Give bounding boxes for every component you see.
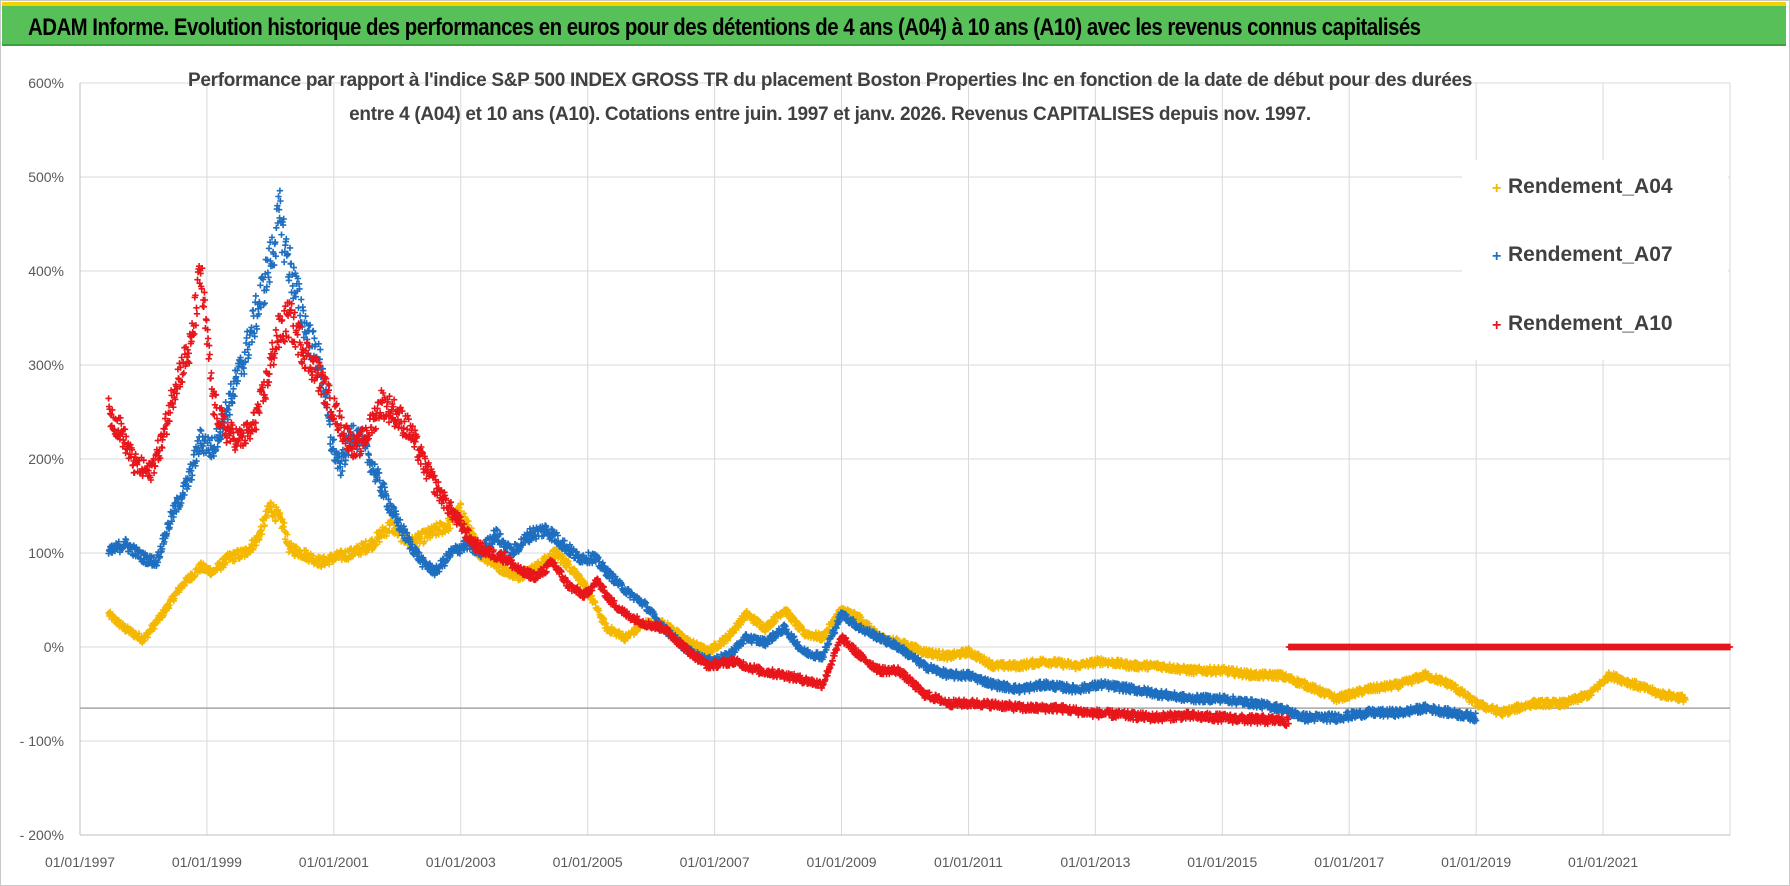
data-point (447, 525, 454, 532)
data-point (265, 245, 273, 252)
data-point (285, 277, 293, 284)
y-tick-label: 100% (28, 545, 64, 561)
x-tick-label: 01/01/2015 (1187, 854, 1257, 870)
data-point (191, 572, 199, 580)
data-point (278, 231, 285, 238)
data-point (284, 531, 291, 538)
data-point (276, 509, 284, 517)
data-point (276, 187, 284, 194)
x-tick-label: 01/01/1997 (45, 854, 115, 870)
x-tick-label: 01/01/2009 (806, 854, 876, 870)
data-point (256, 536, 263, 544)
data-point (310, 327, 317, 335)
data-point (231, 558, 238, 565)
data-point (253, 542, 260, 549)
data-point (376, 538, 383, 545)
y-tick-label: 400% (28, 263, 64, 279)
data-point (272, 517, 279, 524)
x-tick-label: 01/01/1999 (172, 854, 242, 870)
x-tick-label: 01/01/2017 (1314, 854, 1384, 870)
data-point (311, 335, 318, 342)
data-point (281, 258, 288, 266)
banner-title: ADAM Informe. Evolution historique des p… (28, 14, 1421, 41)
data-point (261, 522, 268, 529)
y-tick-label: - 200% (20, 827, 64, 843)
y-tick-label: - 100% (20, 733, 64, 749)
data-point (326, 421, 333, 428)
data-point (258, 531, 266, 538)
header-banner: ADAM Informe. Evolution historique des p… (2, 2, 1786, 46)
x-tick-label: 01/01/2003 (426, 854, 496, 870)
data-point (357, 551, 365, 558)
data-point (251, 333, 258, 340)
x-tick-label: 01/01/2013 (1060, 854, 1130, 870)
y-tick-label: 300% (28, 357, 64, 373)
data-point (457, 501, 464, 508)
data-point (310, 552, 317, 559)
data-point (222, 399, 229, 406)
data-point (263, 512, 271, 519)
data-point (257, 282, 264, 289)
x-tick-label: 01/01/2011 (934, 854, 1003, 870)
data-point (279, 516, 286, 523)
data-point (444, 521, 452, 528)
y-tick-label: 500% (28, 169, 64, 185)
x-tick-label: 01/01/2007 (680, 854, 750, 870)
data-point (560, 552, 567, 560)
data-point (418, 535, 425, 542)
data-point (416, 531, 423, 539)
y-tick-label: 200% (28, 451, 64, 467)
data-point (302, 313, 309, 320)
data-point (460, 510, 468, 517)
y-tick-label: 600% (28, 75, 64, 91)
data-point (465, 517, 472, 525)
data-point (326, 561, 333, 568)
data-point (281, 519, 288, 527)
data-point (421, 538, 428, 545)
y-tick-label: 0% (44, 639, 64, 655)
x-tick-label: 01/01/2001 (299, 854, 369, 870)
x-tick-label: 01/01/2005 (553, 854, 623, 870)
data-point (151, 625, 158, 632)
data-point (252, 292, 259, 300)
x-tick-label: 01/01/2021 (1568, 854, 1638, 870)
data-point (223, 559, 230, 566)
x-tick-label: 01/01/2019 (1441, 854, 1511, 870)
data-point (197, 427, 205, 434)
